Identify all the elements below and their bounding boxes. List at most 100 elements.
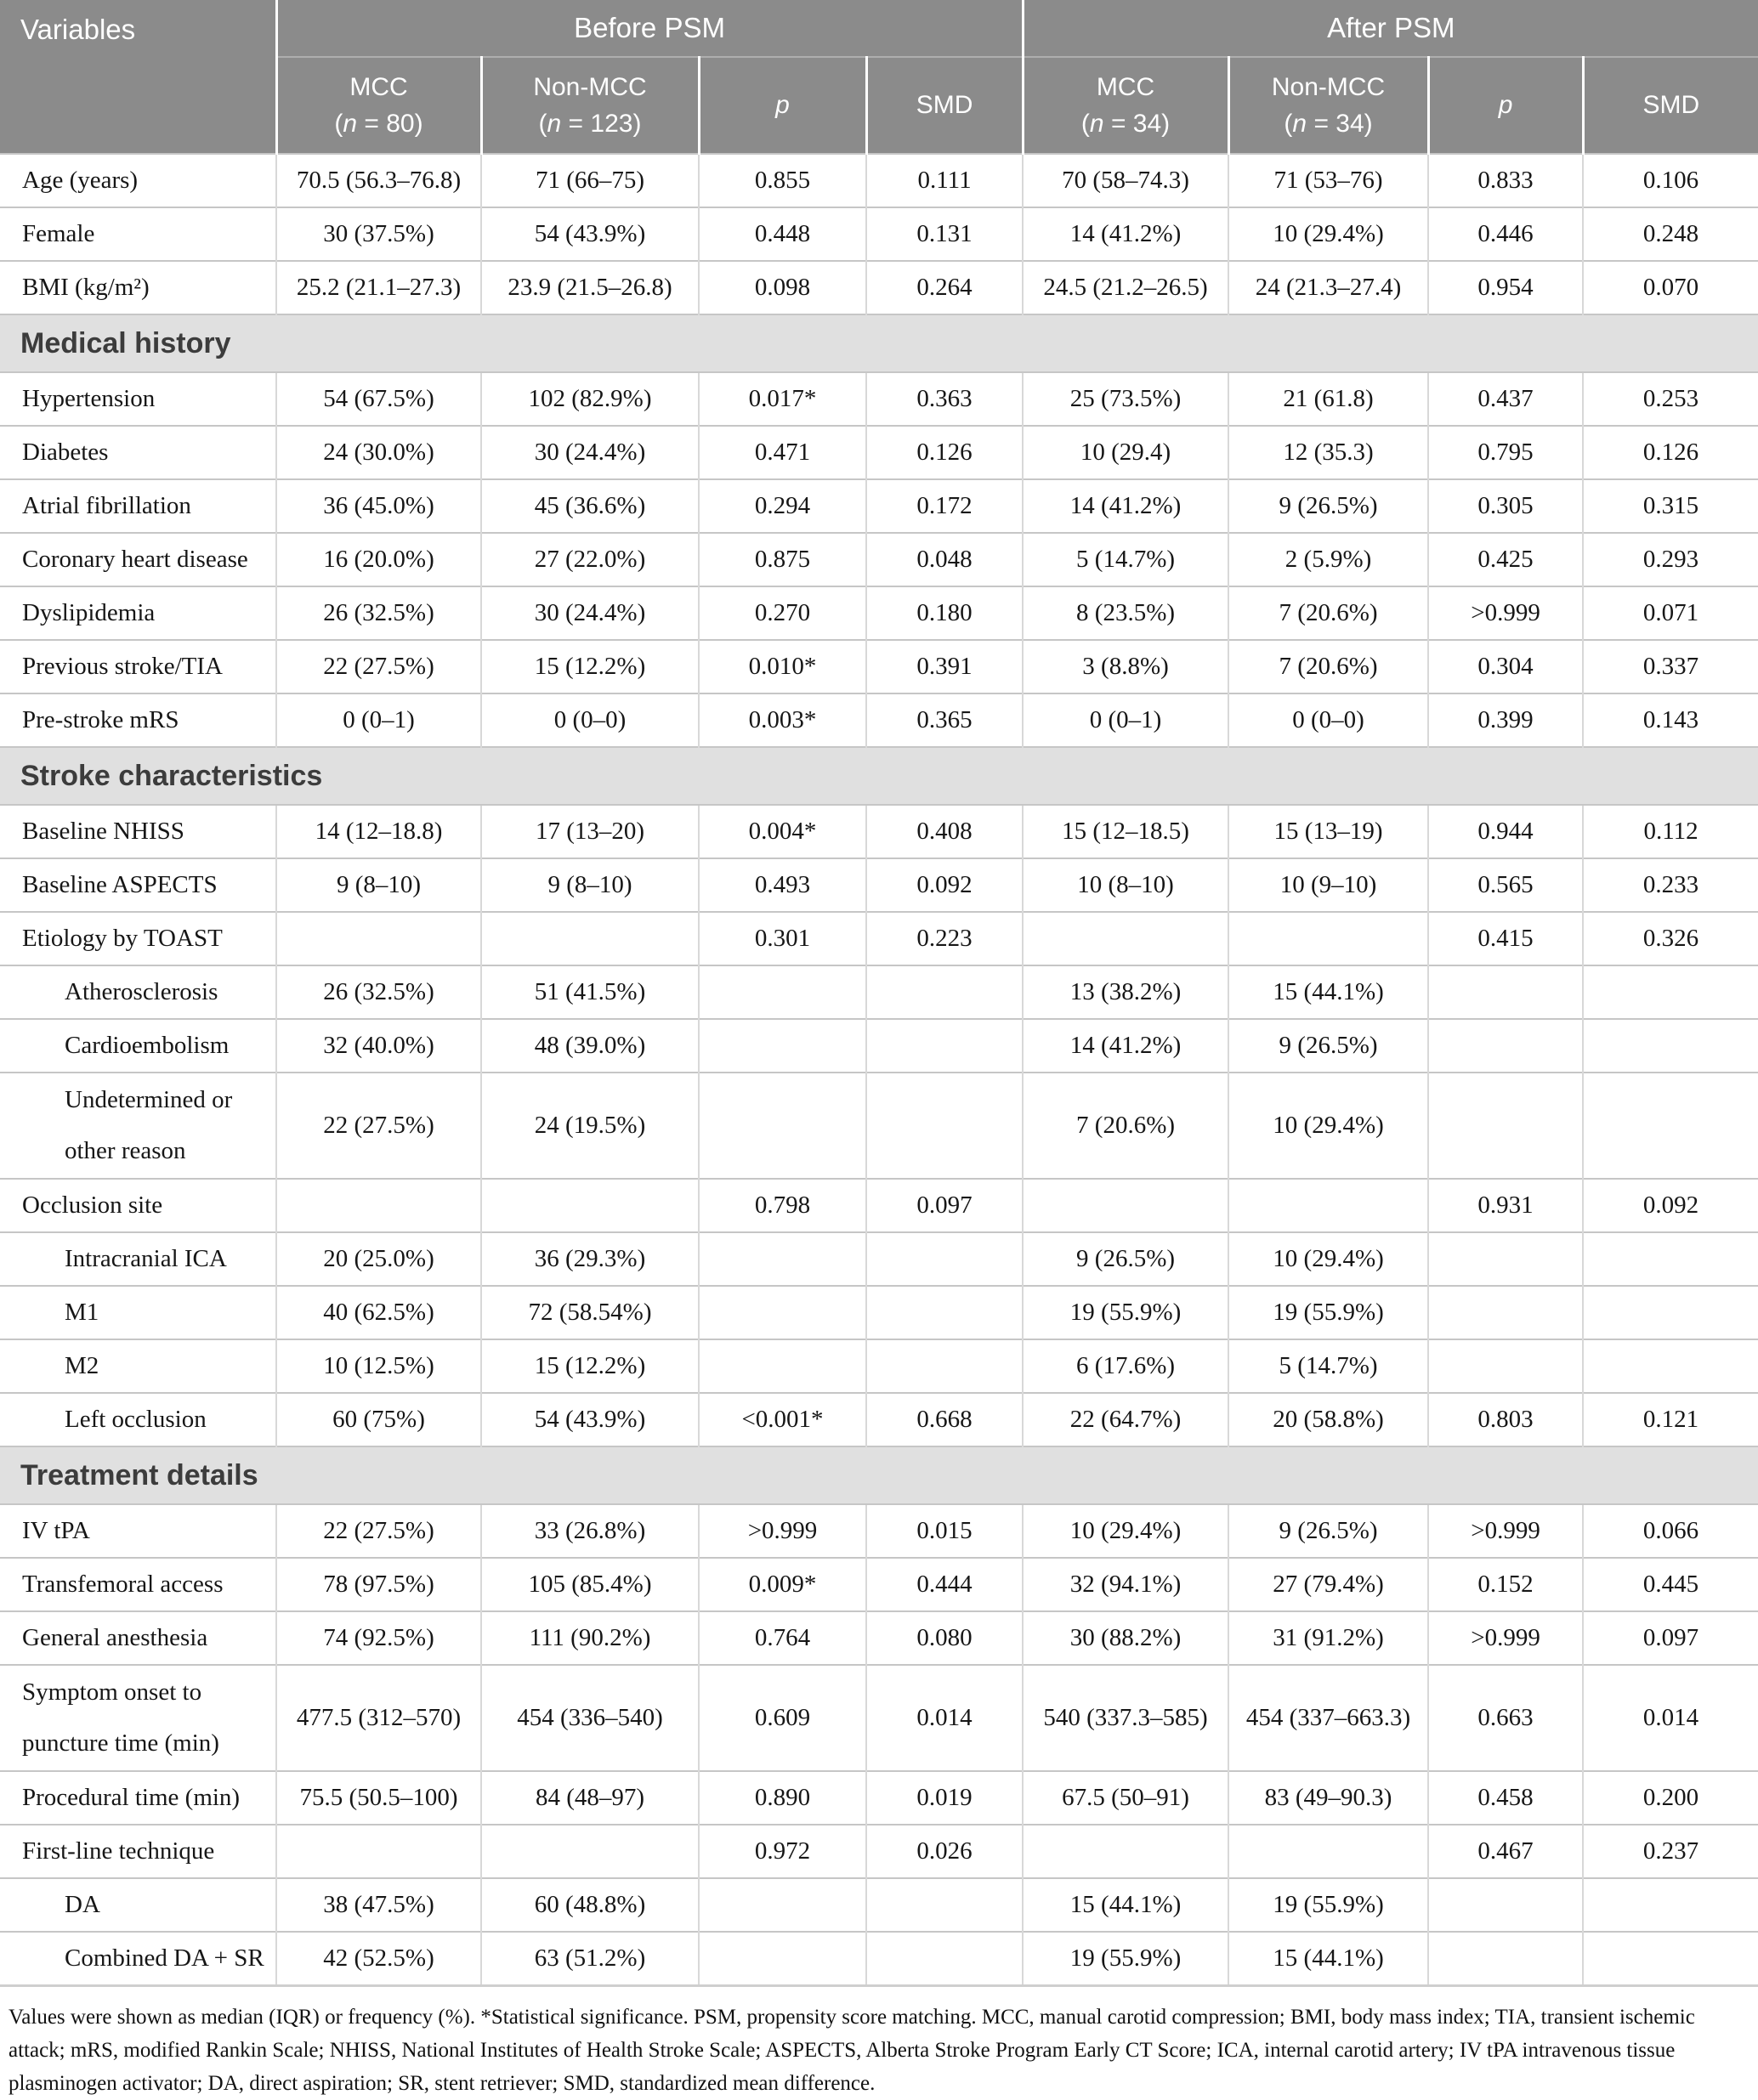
table-cell: 0.294 xyxy=(698,478,866,533)
table-row: Transfemoral access 78 (97.5%) 105 (85.4%)… xyxy=(0,1557,1758,1611)
table-cell: 9 (26.5%) xyxy=(1022,1231,1229,1286)
row-label: General anesthesia xyxy=(0,1610,276,1665)
table-cell: 0.237 xyxy=(1582,1824,1758,1878)
table-cell: 19 (55.9%) xyxy=(1022,1285,1229,1339)
section-row: Stroke characteristics xyxy=(0,746,1758,805)
table-row: BMI (kg/m²) 25.2 (21.1–27.3) 23.9 (21.5–26… xyxy=(0,260,1758,314)
table-cell: 7 (20.6%) xyxy=(1022,1072,1229,1179)
table-cell: 0.315 xyxy=(1582,478,1758,533)
table-cell: 0.444 xyxy=(865,1557,1024,1611)
table-cell: 0.875 xyxy=(698,532,866,586)
header-row-groups: Variables Before PSM After PSM xyxy=(0,0,1758,154)
column-group-after-psm: After PSM xyxy=(1021,0,1758,58)
table-cell: 0.425 xyxy=(1427,532,1584,586)
table-cell: 10 (29.4%) xyxy=(1228,1072,1429,1179)
table-cell: >0.999 xyxy=(1427,1503,1584,1558)
table-cell: 54 (43.9%) xyxy=(480,1392,699,1446)
table-cell: 0.126 xyxy=(865,425,1024,479)
table-cell xyxy=(275,911,481,965)
table-cell: 51 (41.5%) xyxy=(480,965,699,1019)
table-cell: 0.015 xyxy=(865,1503,1024,1558)
table-cell: 0.131 xyxy=(865,207,1024,261)
table-row: Atrial fibrillation 36 (45.0%) 45 (36.6%) 0… xyxy=(0,478,1758,533)
table-cell: 0.609 xyxy=(698,1664,866,1771)
table-cell: 24 (19.5%) xyxy=(480,1072,699,1179)
table-cell xyxy=(1582,965,1758,1019)
table-cell: 23.9 (21.5–26.8) xyxy=(480,260,699,314)
table-cell: 0.004* xyxy=(698,804,866,858)
row-label: Etiology by TOAST xyxy=(0,911,276,965)
row-label: First-line technique xyxy=(0,1824,276,1878)
row-label: Female xyxy=(0,207,276,261)
table-row: M1 40 (62.5%) 72 (58.54%) 19 (55.9%) 19 (55.… xyxy=(0,1285,1758,1339)
table-cell: 477.5 (312–570) xyxy=(275,1664,481,1771)
table-cell: 78 (97.5%) xyxy=(275,1557,481,1611)
table-cell: 5 (14.7%) xyxy=(1228,1339,1429,1393)
table-cell xyxy=(865,1018,1024,1073)
table-cell: 32 (40.0%) xyxy=(275,1018,481,1073)
column-header-p: p xyxy=(697,57,866,154)
table-cell xyxy=(1582,1018,1758,1073)
row-label: Baseline NHISS xyxy=(0,804,276,858)
table-cell xyxy=(698,1877,866,1932)
table-cell: 20 (25.0%) xyxy=(275,1231,481,1286)
table-row: DA 38 (47.5%) 60 (48.8%) 15 (44.1%) 19 (55.9… xyxy=(0,1877,1758,1932)
column-header-non-mcc: Non-MCC (n = 123) xyxy=(479,57,699,154)
table-cell: 7 (20.6%) xyxy=(1228,639,1429,693)
table-cell xyxy=(698,1072,866,1179)
table-row: General anesthesia 74 (92.5%) 111 (90.2%) 0… xyxy=(0,1610,1758,1665)
table-cell: 12 (35.3) xyxy=(1228,425,1429,479)
table-cell: 0.408 xyxy=(865,804,1024,858)
table-row: Pre-stroke mRS 0 (0–1) 0 (0–0) 0.003* 0.365 0… xyxy=(0,693,1758,747)
table-cell: 22 (27.5%) xyxy=(275,1503,481,1558)
row-label: Pre-stroke mRS xyxy=(0,693,276,747)
table-cell: 0 (0–0) xyxy=(1228,693,1429,747)
table-cell: 42 (52.5%) xyxy=(275,1931,481,1987)
row-label: Atrial fibrillation xyxy=(0,478,276,533)
table-cell: 0 (0–1) xyxy=(275,693,481,747)
table-row: Intracranial ICA 20 (25.0%) 36 (29.3%) 9 (2… xyxy=(0,1231,1758,1286)
column-header-non-mcc: Non-MCC (n = 34) xyxy=(1227,57,1429,154)
table-cell: 0.972 xyxy=(698,1824,866,1878)
table-cell: 454 (337–663.3) xyxy=(1228,1664,1429,1771)
table-row: Coronary heart disease 16 (20.0%) 27 (22.0… xyxy=(0,532,1758,586)
table-cell xyxy=(1582,1072,1758,1179)
table-cell: 0.233 xyxy=(1582,858,1758,912)
table-cell: 0.066 xyxy=(1582,1503,1758,1558)
table-cell: 48 (39.0%) xyxy=(480,1018,699,1073)
row-label: DA xyxy=(0,1877,276,1932)
row-label: Atherosclerosis xyxy=(0,965,276,1019)
table-cell: 54 (67.5%) xyxy=(275,371,481,426)
column-group-before-psm: Before PSM xyxy=(275,0,1024,58)
table-cell: 60 (75%) xyxy=(275,1392,481,1446)
table-cell: 0.458 xyxy=(1427,1770,1584,1825)
table-cell: <0.001* xyxy=(698,1392,866,1446)
row-label: Dyslipidemia xyxy=(0,586,276,640)
row-label: Transfemoral access xyxy=(0,1557,276,1611)
table-cell: 19 (55.9%) xyxy=(1022,1931,1229,1987)
table-cell: 0.833 xyxy=(1427,153,1584,207)
table-cell: 0.890 xyxy=(698,1770,866,1825)
table-cell: 84 (48–97) xyxy=(480,1770,699,1825)
table-cell xyxy=(698,1018,866,1073)
table-cell: 0.798 xyxy=(698,1178,866,1232)
table-cell: 0.070 xyxy=(1582,260,1758,314)
table-cell: 0.014 xyxy=(1582,1664,1758,1771)
n-symbol: n xyxy=(1292,110,1307,138)
table-cell xyxy=(1022,911,1229,965)
table-cell: 0.172 xyxy=(865,478,1024,533)
table-cell: 0.106 xyxy=(1582,153,1758,207)
n-symbol: n xyxy=(343,110,358,138)
row-label: Diabetes xyxy=(0,425,276,479)
table-cell: 0.270 xyxy=(698,586,866,640)
table-cell: 83 (49–90.3) xyxy=(1228,1770,1429,1825)
table-cell: 0.097 xyxy=(1582,1610,1758,1665)
table-cell: 21 (61.8) xyxy=(1228,371,1429,426)
table-cell: 20 (58.8%) xyxy=(1228,1392,1429,1446)
baseline-characteristics-table: Variables Before PSM After PSM MCC (n = 80) N… xyxy=(0,0,1758,1987)
table-cell: 0.014 xyxy=(865,1664,1024,1771)
row-label: Intracranial ICA xyxy=(0,1231,276,1286)
table-cell: 8 (23.5%) xyxy=(1022,586,1229,640)
section-row: Treatment details xyxy=(0,1446,1758,1504)
table-cell: 0.017* xyxy=(698,371,866,426)
